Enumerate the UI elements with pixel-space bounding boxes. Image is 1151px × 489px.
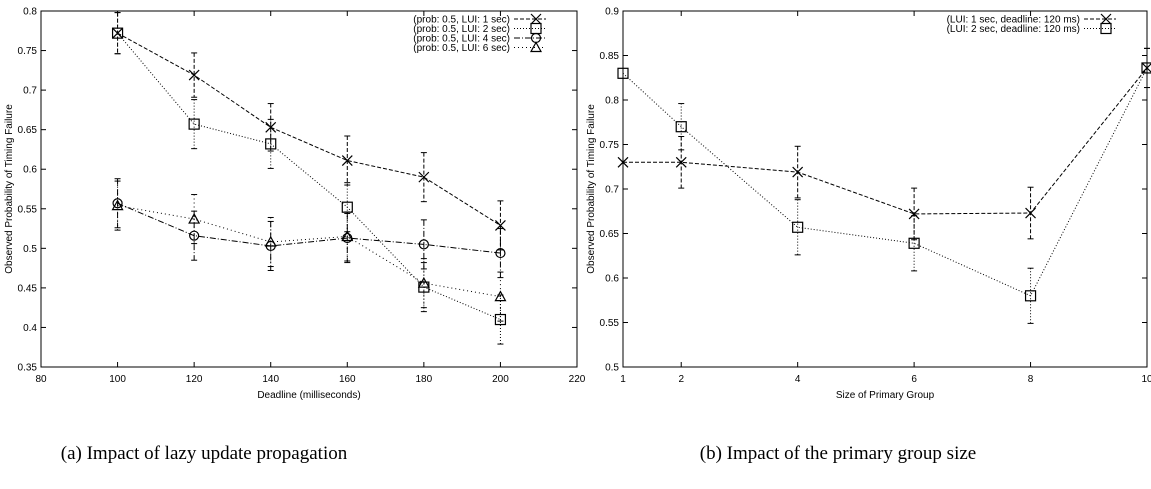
data-point <box>341 155 353 166</box>
x-tick-label: 8 <box>1028 374 1034 385</box>
y-tick-label: 0.7 <box>605 185 619 196</box>
x-tick-label: 140 <box>262 374 279 385</box>
data-point <box>495 247 506 259</box>
legend-label: (prob: 0.5, LUI: 1 sec) <box>413 15 510 26</box>
y-tick-label: 0.8 <box>605 96 619 107</box>
legend-label: (prob: 0.5, LUI: 6 sec) <box>413 43 510 54</box>
series-3 <box>112 178 506 279</box>
x-tick-label: 160 <box>339 374 356 385</box>
data-point <box>112 198 123 209</box>
chart-primary-group-size: 1 2 4 6 8 10 0.5 0.55 0.6 0.65 0.7 0.75 0.8 0.85 0.9 Si… <box>586 7 1151 401</box>
x-tick-label: 6 <box>911 374 917 385</box>
y-tick-label: 0.7 <box>23 86 37 97</box>
legend-marker <box>1100 22 1112 35</box>
x-tick-label: 4 <box>795 374 801 385</box>
caption-a: (a) Impact of lazy update propagation <box>60 443 348 464</box>
legend-label: (LUI: 1 sec, deadline: 120 ms) <box>947 15 1080 26</box>
data-point <box>264 235 277 247</box>
data-point <box>494 290 507 302</box>
data-point <box>417 276 430 288</box>
caption-b: (b) Impact of the primary group size <box>699 443 977 464</box>
x-tick-label: 80 <box>35 374 47 385</box>
y-tick-label: 0.55 <box>18 204 38 215</box>
y-tick-label: 0.5 <box>605 363 619 374</box>
series-2 <box>617 47 1151 324</box>
x-tick-label: 200 <box>492 374 509 385</box>
data-point <box>418 171 430 183</box>
y-tick-label: 0.75 <box>600 140 620 151</box>
plot-frame <box>40 10 578 368</box>
legend-marker <box>1100 13 1112 25</box>
y-tick-label: 0.5 <box>23 244 37 255</box>
data-point <box>1024 290 1037 302</box>
data-point <box>617 156 629 168</box>
series-line <box>117 32 501 226</box>
data-point <box>188 212 201 224</box>
data-point <box>265 121 277 133</box>
data-point <box>495 219 506 231</box>
series-line <box>117 202 501 254</box>
series-line <box>117 205 501 298</box>
y-tick-label: 0.45 <box>18 283 38 294</box>
series-4 <box>111 180 507 322</box>
data-point <box>341 230 354 242</box>
data-point <box>792 166 804 178</box>
data-point <box>908 208 920 220</box>
legend-marker <box>529 41 543 53</box>
x-tick-label: 1 <box>620 374 626 385</box>
data-point <box>494 313 507 326</box>
y-tick-label: 0.8 <box>23 7 37 18</box>
data-point <box>675 156 687 168</box>
data-point <box>342 232 353 244</box>
data-point <box>1025 207 1036 219</box>
legend-label: (prob: 0.5, LUI: 4 sec) <box>413 34 510 45</box>
legend-label: (LUI: 2 sec, deadline: 120 ms) <box>947 24 1080 35</box>
data-point <box>265 138 277 150</box>
y-axis-label: Observed Probability of Timing Failure <box>586 104 597 274</box>
data-point <box>112 27 123 39</box>
y-tick-label: 0.65 <box>18 125 38 136</box>
data-point <box>111 199 124 211</box>
series-line <box>622 67 1148 297</box>
data-point <box>188 69 200 81</box>
data-point <box>675 121 687 133</box>
data-point <box>418 239 429 250</box>
x-tick-label: 100 <box>109 374 126 385</box>
data-point <box>617 67 629 79</box>
plot-frame <box>622 10 1148 368</box>
y-tick-label: 0.65 <box>600 229 620 240</box>
data-point <box>111 27 124 39</box>
y-tick-label: 0.6 <box>23 165 37 176</box>
x-tick-label: 10 <box>1141 374 1151 385</box>
y-tick-label: 0.4 <box>23 323 37 334</box>
x-tick-label: 180 <box>416 374 433 385</box>
y-tick-label: 0.55 <box>600 318 620 329</box>
x-tick-label: 220 <box>569 374 586 385</box>
data-point <box>792 221 804 233</box>
y-tick-label: 0.6 <box>605 274 619 285</box>
y-axis-label: Observed Probability of Timing Failure <box>4 104 15 274</box>
x-axis-label: Size of Primary Group <box>836 390 935 401</box>
legend-label: (prob: 0.5, LUI: 2 sec) <box>413 24 510 35</box>
y-tick-label: 0.75 <box>18 46 38 57</box>
data-point <box>188 118 200 130</box>
y-tick-label: 0.85 <box>600 51 620 62</box>
y-tick-label: 0.9 <box>605 7 619 18</box>
series-line <box>117 32 501 320</box>
data-point <box>908 237 920 249</box>
data-point <box>1141 62 1151 74</box>
x-axis-label: Deadline (milliseconds) <box>257 390 360 401</box>
legend-marker <box>530 13 542 25</box>
data-point <box>1141 62 1151 74</box>
series-line <box>623 67 1148 215</box>
chart-deadline-impact: 80 100 120 140 160 180 200 220 0.35 0.4 0.45 0.5 0.5… <box>4 7 586 402</box>
y-tick-label: 0.35 <box>18 363 38 374</box>
x-tick-label: 120 <box>186 374 203 385</box>
series-1 <box>617 47 1151 241</box>
x-tick-label: 2 <box>678 374 684 385</box>
